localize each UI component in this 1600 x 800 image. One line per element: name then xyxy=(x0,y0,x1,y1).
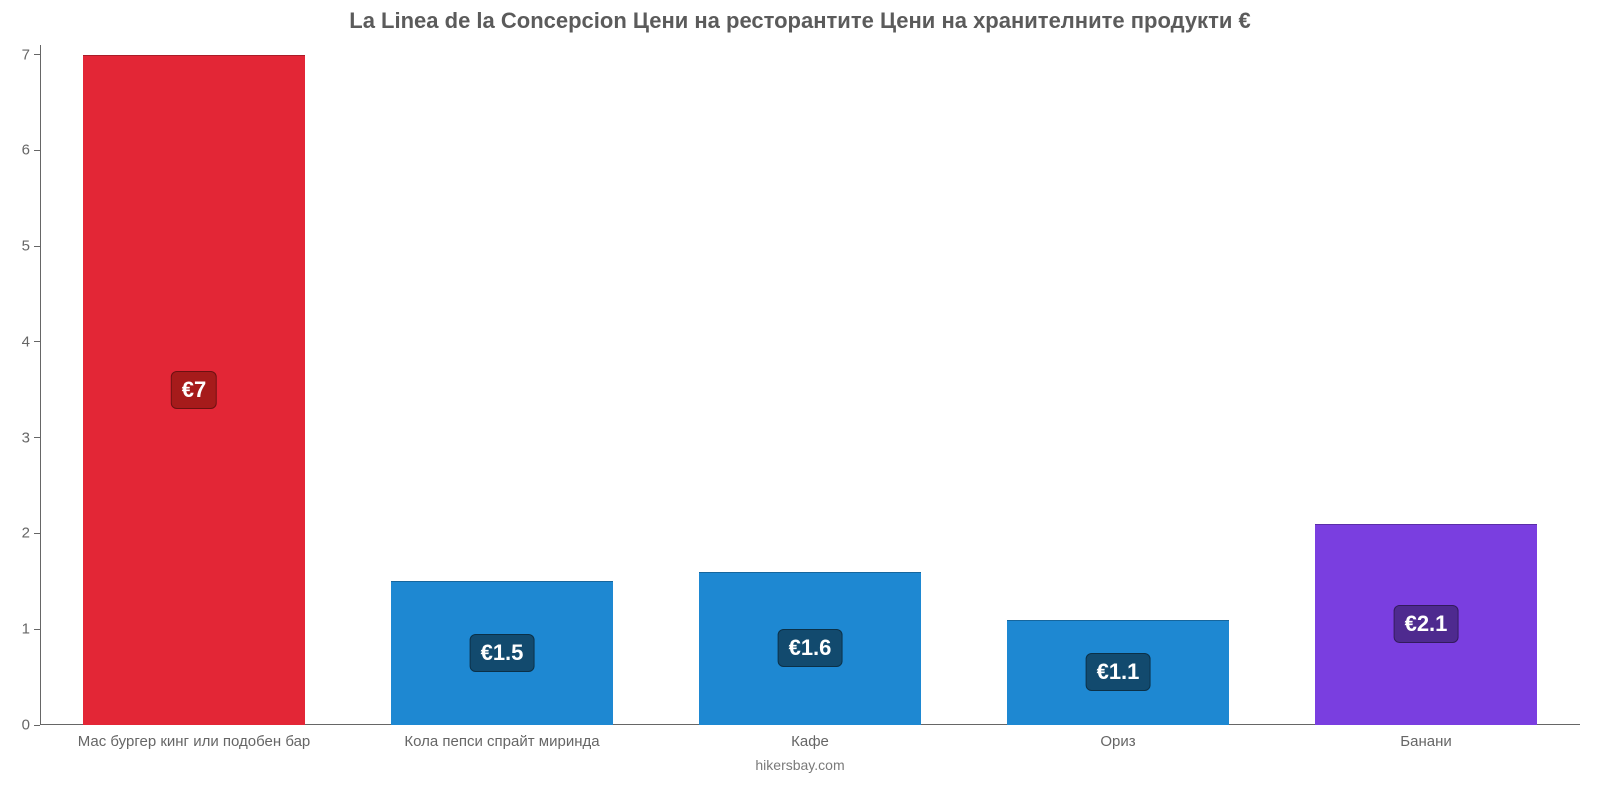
xtick-label: Банани xyxy=(1400,733,1451,750)
ytick-mark xyxy=(34,533,40,534)
xtick-label: Кола пепси спрайт миринда xyxy=(404,733,599,750)
ytick-mark xyxy=(34,437,40,438)
plot-area: 01234567€7Мас бургер кинг или подобен ба… xyxy=(40,45,1580,725)
ytick-mark xyxy=(34,341,40,342)
bar-value-badge: €1.1 xyxy=(1086,653,1151,691)
chart-credit: hikersbay.com xyxy=(0,757,1600,773)
ytick-mark xyxy=(34,54,40,55)
bar-value-badge: €1.5 xyxy=(470,634,535,672)
xtick-label: Мас бургер кинг или подобен бар xyxy=(78,733,311,750)
ytick-label: 3 xyxy=(22,429,30,446)
ytick-label: 1 xyxy=(22,621,30,638)
ytick-mark xyxy=(34,629,40,630)
ytick-label: 2 xyxy=(22,525,30,542)
ytick-mark xyxy=(34,246,40,247)
ytick-label: 5 xyxy=(22,238,30,255)
bar-value-badge: €2.1 xyxy=(1394,605,1459,643)
ytick-label: 6 xyxy=(22,142,30,159)
ytick-label: 0 xyxy=(22,717,30,734)
y-axis xyxy=(40,45,41,725)
xtick-label: Ориз xyxy=(1100,733,1135,750)
chart-title: La Linea de la Concepcion Цени на рестор… xyxy=(0,8,1600,34)
ytick-label: 7 xyxy=(22,46,30,63)
bar-value-badge: €7 xyxy=(171,371,217,409)
ytick-label: 4 xyxy=(22,333,30,350)
bar-value-badge: €1.6 xyxy=(778,629,843,667)
xtick-label: Кафе xyxy=(791,733,829,750)
ytick-mark xyxy=(34,150,40,151)
ytick-mark xyxy=(34,725,40,726)
